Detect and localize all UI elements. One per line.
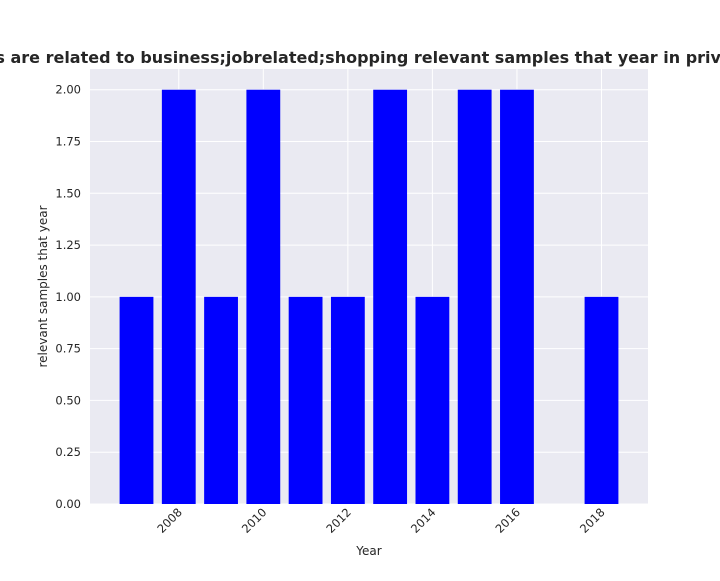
- x-tick-label: 2018: [577, 505, 608, 536]
- bar: [330, 296, 365, 504]
- bar: [204, 296, 238, 504]
- y-tick-label: 2.00: [55, 83, 81, 97]
- x-tick-label: 2014: [408, 505, 439, 536]
- x-axis-ticks: 2008 2010 2012 2014 2016 2018: [154, 505, 607, 536]
- x-tick-label: 2012: [323, 505, 354, 536]
- y-tick-label: 0.00: [55, 497, 81, 511]
- y-tick-label: 0.25: [55, 445, 81, 459]
- y-axis-ticks: 0.00 0.25 0.50 0.75 1.00 1.25 1.50 1.75 2.00: [55, 83, 81, 511]
- bars: [119, 89, 619, 504]
- y-tick-label: 1.25: [55, 238, 81, 252]
- bar: [584, 296, 619, 504]
- bar: [373, 89, 408, 504]
- bar: [288, 296, 323, 504]
- chart-title: egories are related to business;jobrelat…: [0, 48, 720, 67]
- bar: [161, 89, 196, 504]
- x-tick-label: 2016: [492, 505, 523, 536]
- bar: [500, 89, 534, 504]
- bar: [415, 296, 450, 504]
- bar: [457, 89, 492, 504]
- y-tick-label: 0.50: [55, 393, 81, 407]
- x-axis-label: Year: [355, 544, 381, 558]
- y-tick-label: 0.75: [55, 342, 81, 356]
- bar: [246, 89, 281, 504]
- y-tick-label: 1.00: [55, 290, 81, 304]
- y-tick-label: 1.75: [55, 135, 81, 149]
- y-tick-label: 1.50: [55, 186, 81, 200]
- x-tick-label: 2008: [154, 505, 185, 536]
- y-axis-label: relevant samples that year: [36, 205, 50, 367]
- x-tick-label: 2010: [239, 505, 270, 536]
- bar: [119, 296, 154, 504]
